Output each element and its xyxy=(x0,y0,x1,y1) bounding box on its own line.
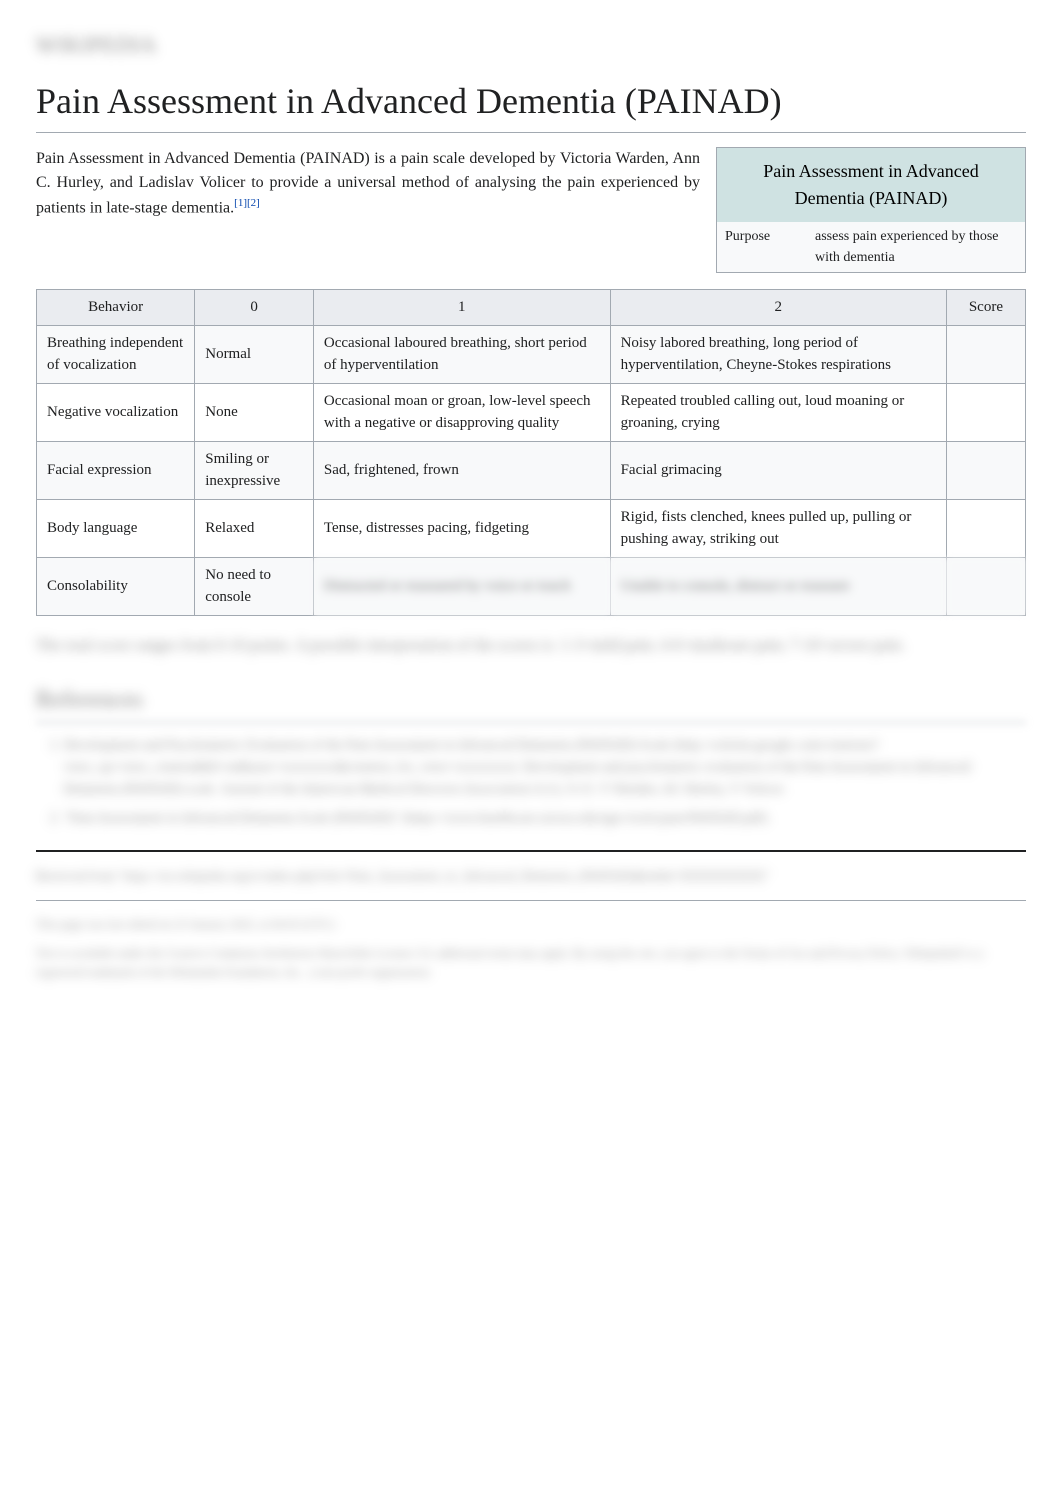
infobox: Pain Assessment in Advanced Dementia (PA… xyxy=(716,147,1026,273)
reference-link-2[interactable]: [2] xyxy=(247,197,260,209)
cell-score xyxy=(946,441,1025,499)
score-interpretation-note: The total score ranges from 0-10 points.… xyxy=(36,634,1026,658)
cell-0: Normal xyxy=(195,325,314,383)
cell-score xyxy=(946,383,1025,441)
col-1: 1 xyxy=(313,290,610,326)
painad-scale-table: Behavior 0 1 2 Score Breathing independe… xyxy=(36,289,1026,616)
lead-section: Pain Assessment in Advanced Dementia (PA… xyxy=(36,147,1026,220)
reference-link-1[interactable]: [1] xyxy=(234,197,247,209)
cell-2: Unable to console, distract or reassure xyxy=(610,557,946,615)
cell-behavior: Breathing independent of vocalization xyxy=(37,325,195,383)
infobox-title: Pain Assessment in Advanced Dementia (PA… xyxy=(717,148,1025,222)
cell-1: Occasional laboured breathing, short per… xyxy=(313,325,610,383)
cell-1: Distracted or reassured by voice or touc… xyxy=(313,557,610,615)
cell-score xyxy=(946,557,1025,615)
cell-0: No need to console xyxy=(195,557,314,615)
col-score: Score xyxy=(946,290,1025,326)
cell-2: Repeated troubled calling out, loud moan… xyxy=(610,383,946,441)
cell-score xyxy=(946,325,1025,383)
cell-1: Tense, distresses pacing, fidgeting xyxy=(313,499,610,557)
table-row: Facial expression Smiling or inexpressiv… xyxy=(37,441,1026,499)
separator xyxy=(36,850,1026,852)
table-row: Breathing independent of vocalization No… xyxy=(37,325,1026,383)
ref-1[interactable]: [1] xyxy=(234,197,247,209)
table-row: Body language Relaxed Tense, distresses … xyxy=(37,499,1026,557)
lead-text: Pain Assessment in Advanced Dementia (PA… xyxy=(36,150,700,216)
cell-2: Noisy labored breathing, long period of … xyxy=(610,325,946,383)
col-2: 2 xyxy=(610,290,946,326)
cell-2: Rigid, fists clenched, knees pulled up, … xyxy=(610,499,946,557)
cell-behavior: Negative vocalization xyxy=(37,383,195,441)
reference-item[interactable]: Development and Psychometric Evaluation … xyxy=(64,735,1026,802)
cell-0: None xyxy=(195,383,314,441)
cell-behavior: Body language xyxy=(37,499,195,557)
reference-item[interactable]: "Pain Assessment in Advanced Dementia Sc… xyxy=(64,808,1026,830)
col-behavior: Behavior xyxy=(37,290,195,326)
infobox-row-purpose: Purpose assess pain experienced by those… xyxy=(717,222,1025,272)
cell-behavior: Consolability xyxy=(37,557,195,615)
cell-1: Sad, frightened, frown xyxy=(313,441,610,499)
site-logo[interactable]: WIKIPEDIA xyxy=(36,28,1026,61)
cell-0: Smiling or inexpressive xyxy=(195,441,314,499)
cell-1: Occasional moan or groan, low-level spee… xyxy=(313,383,610,441)
infobox-data: assess pain experienced by those with de… xyxy=(807,222,1025,272)
cell-score xyxy=(946,499,1025,557)
retrieved-from: Retrieved from "https://en.wikipedia.org… xyxy=(36,866,1026,886)
references-heading: References xyxy=(36,682,1026,723)
cell-2: Facial grimacing xyxy=(610,441,946,499)
table-row: Negative vocalization None Occasional mo… xyxy=(37,383,1026,441)
ref-2[interactable]: [2] xyxy=(247,197,260,209)
cell-behavior: Facial expression xyxy=(37,441,195,499)
last-edited: This page was last edited on 23 January … xyxy=(36,915,1026,934)
col-0: 0 xyxy=(195,290,314,326)
references-list: Development and Psychometric Evaluation … xyxy=(36,735,1026,831)
infobox-label: Purpose xyxy=(717,222,807,272)
table-row: Consolability No need to console Distrac… xyxy=(37,557,1026,615)
page-title: Pain Assessment in Advanced Dementia (PA… xyxy=(36,79,1026,133)
table-header-row: Behavior 0 1 2 Score xyxy=(37,290,1026,326)
separator-thin xyxy=(36,900,1026,901)
license-text: Text is available under the Creative Com… xyxy=(36,944,1026,982)
cell-0: Relaxed xyxy=(195,499,314,557)
